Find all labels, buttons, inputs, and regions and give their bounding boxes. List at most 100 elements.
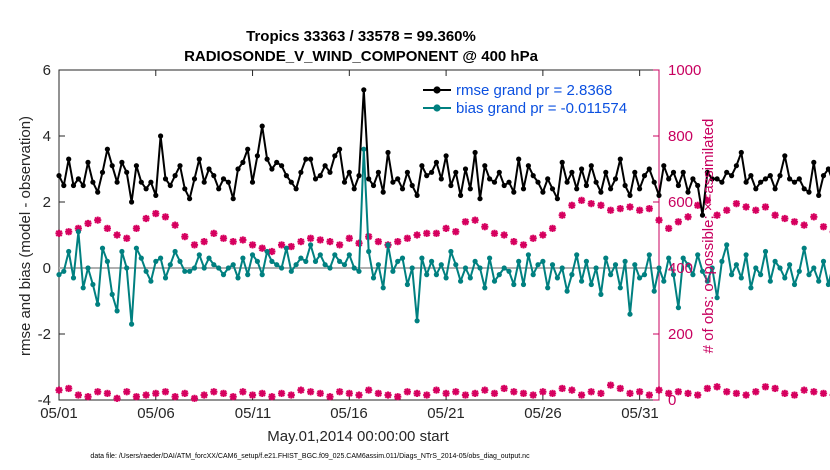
obs-asterisk-marker	[587, 200, 595, 208]
rmse-point	[433, 159, 439, 165]
bias-point	[472, 258, 478, 264]
rmse-point	[825, 166, 830, 172]
bias-point	[361, 146, 367, 152]
obs-asterisk-marker	[781, 389, 789, 397]
bias-point	[274, 262, 280, 268]
bias-point	[80, 285, 86, 291]
obs-asterisk-marker	[626, 203, 634, 211]
rmse-point	[724, 169, 730, 175]
obs-asterisk-stroke	[55, 386, 63, 394]
obs-asterisk-marker	[423, 229, 431, 237]
obs-asterisk-marker	[384, 391, 392, 399]
plot-area	[58, 69, 660, 401]
bias-point	[448, 248, 454, 255]
obs-asterisk-stroke	[568, 386, 576, 394]
bias-point	[651, 288, 657, 294]
obs-asterisk-stroke	[394, 393, 402, 401]
y-left-tick-label: 4	[43, 128, 51, 145]
obs-asterisk-marker	[365, 386, 373, 394]
bias-point	[501, 265, 507, 271]
rmse-point	[70, 182, 77, 189]
bias-point	[129, 321, 135, 327]
rmse-point	[472, 149, 478, 156]
rmse-point	[564, 179, 570, 185]
obs-asterisk-stroke	[103, 224, 111, 232]
obs-asterisk-marker	[810, 213, 818, 221]
y-left-tick-label: 0	[43, 260, 51, 277]
bias-point	[264, 248, 270, 255]
obs-asterisk-stroke	[587, 200, 595, 208]
rmse-point	[395, 176, 401, 182]
bias-point	[322, 262, 328, 268]
obs-asterisk-marker	[655, 216, 663, 224]
obs-asterisk-stroke	[597, 389, 605, 397]
obs-asterisk-marker	[819, 389, 828, 397]
obs-asterisk-stroke	[733, 200, 740, 208]
rmse-point	[308, 156, 314, 162]
obs-asterisk-marker	[132, 224, 141, 232]
bias-point	[695, 252, 701, 258]
obs-asterisk-marker	[287, 391, 295, 399]
y-right-tick-label: 600	[668, 194, 693, 211]
rmse-point	[424, 173, 430, 179]
bias-point	[312, 258, 319, 264]
obs-asterisk-stroke	[433, 229, 440, 237]
obs-asterisk-marker	[132, 393, 141, 401]
bias-point	[249, 252, 256, 258]
obs-asterisk-marker	[500, 384, 508, 393]
obs-asterisk-marker	[645, 391, 653, 399]
obs-asterisk-stroke	[558, 385, 566, 392]
rmse-point	[438, 176, 444, 182]
obs-asterisk-stroke	[442, 224, 450, 232]
obs-asterisk-marker	[636, 206, 644, 214]
obs-asterisk-marker	[171, 221, 179, 229]
y-right-tick-label: 800	[668, 128, 693, 145]
rmse-point	[603, 169, 609, 175]
bias-point	[738, 275, 744, 281]
rmse-point	[109, 163, 115, 169]
obs-asterisk-marker	[297, 238, 305, 246]
x-tick-label: 05/31	[621, 405, 659, 422]
obs-asterisk-stroke	[549, 389, 556, 397]
obs-asterisk-marker	[210, 388, 218, 396]
obs-asterisk-marker	[510, 388, 518, 396]
obs-asterisk-stroke	[558, 211, 566, 219]
obs-asterisk-marker	[190, 394, 199, 402]
obs-asterisk-marker	[558, 211, 566, 219]
obs-asterisk-stroke	[133, 224, 140, 232]
obs-asterisk-marker	[597, 201, 605, 209]
obs-asterisk-stroke	[423, 229, 431, 237]
rmse-point	[361, 87, 367, 93]
rmse-point	[177, 163, 183, 169]
rmse-point	[75, 176, 81, 182]
bias-point	[656, 265, 662, 271]
rmse-point	[225, 179, 231, 185]
obs-asterisk-marker	[336, 388, 344, 396]
rmse-point	[545, 176, 551, 182]
bias-point	[254, 258, 260, 264]
obs-asterisk-marker	[558, 384, 566, 393]
obs-asterisk-stroke	[249, 241, 256, 249]
y-left-tick-label: 6	[43, 62, 51, 79]
obs-asterisk-marker	[742, 391, 750, 399]
rmse-point	[820, 173, 827, 179]
rmse-point	[583, 182, 590, 189]
obs-asterisk-marker	[374, 238, 382, 246]
obs-asterisk-marker	[471, 216, 479, 224]
obs-asterisk-marker	[703, 384, 711, 393]
obs-asterisk-marker	[723, 388, 731, 396]
rmse-point	[462, 166, 469, 172]
bias-point	[545, 285, 551, 291]
obs-asterisk-stroke	[249, 391, 256, 399]
obs-asterisk-stroke	[703, 385, 711, 392]
rmse-point	[791, 179, 798, 185]
rmse-point	[699, 212, 706, 218]
obs-asterisk-marker	[432, 229, 441, 237]
obs-asterisk-stroke	[297, 238, 305, 246]
bias-point	[714, 295, 720, 301]
rmse-point	[762, 176, 769, 182]
rmse-point	[249, 179, 256, 185]
rmse-point	[554, 196, 561, 202]
bias-point	[772, 258, 778, 264]
obs-asterisk-marker	[723, 206, 731, 214]
